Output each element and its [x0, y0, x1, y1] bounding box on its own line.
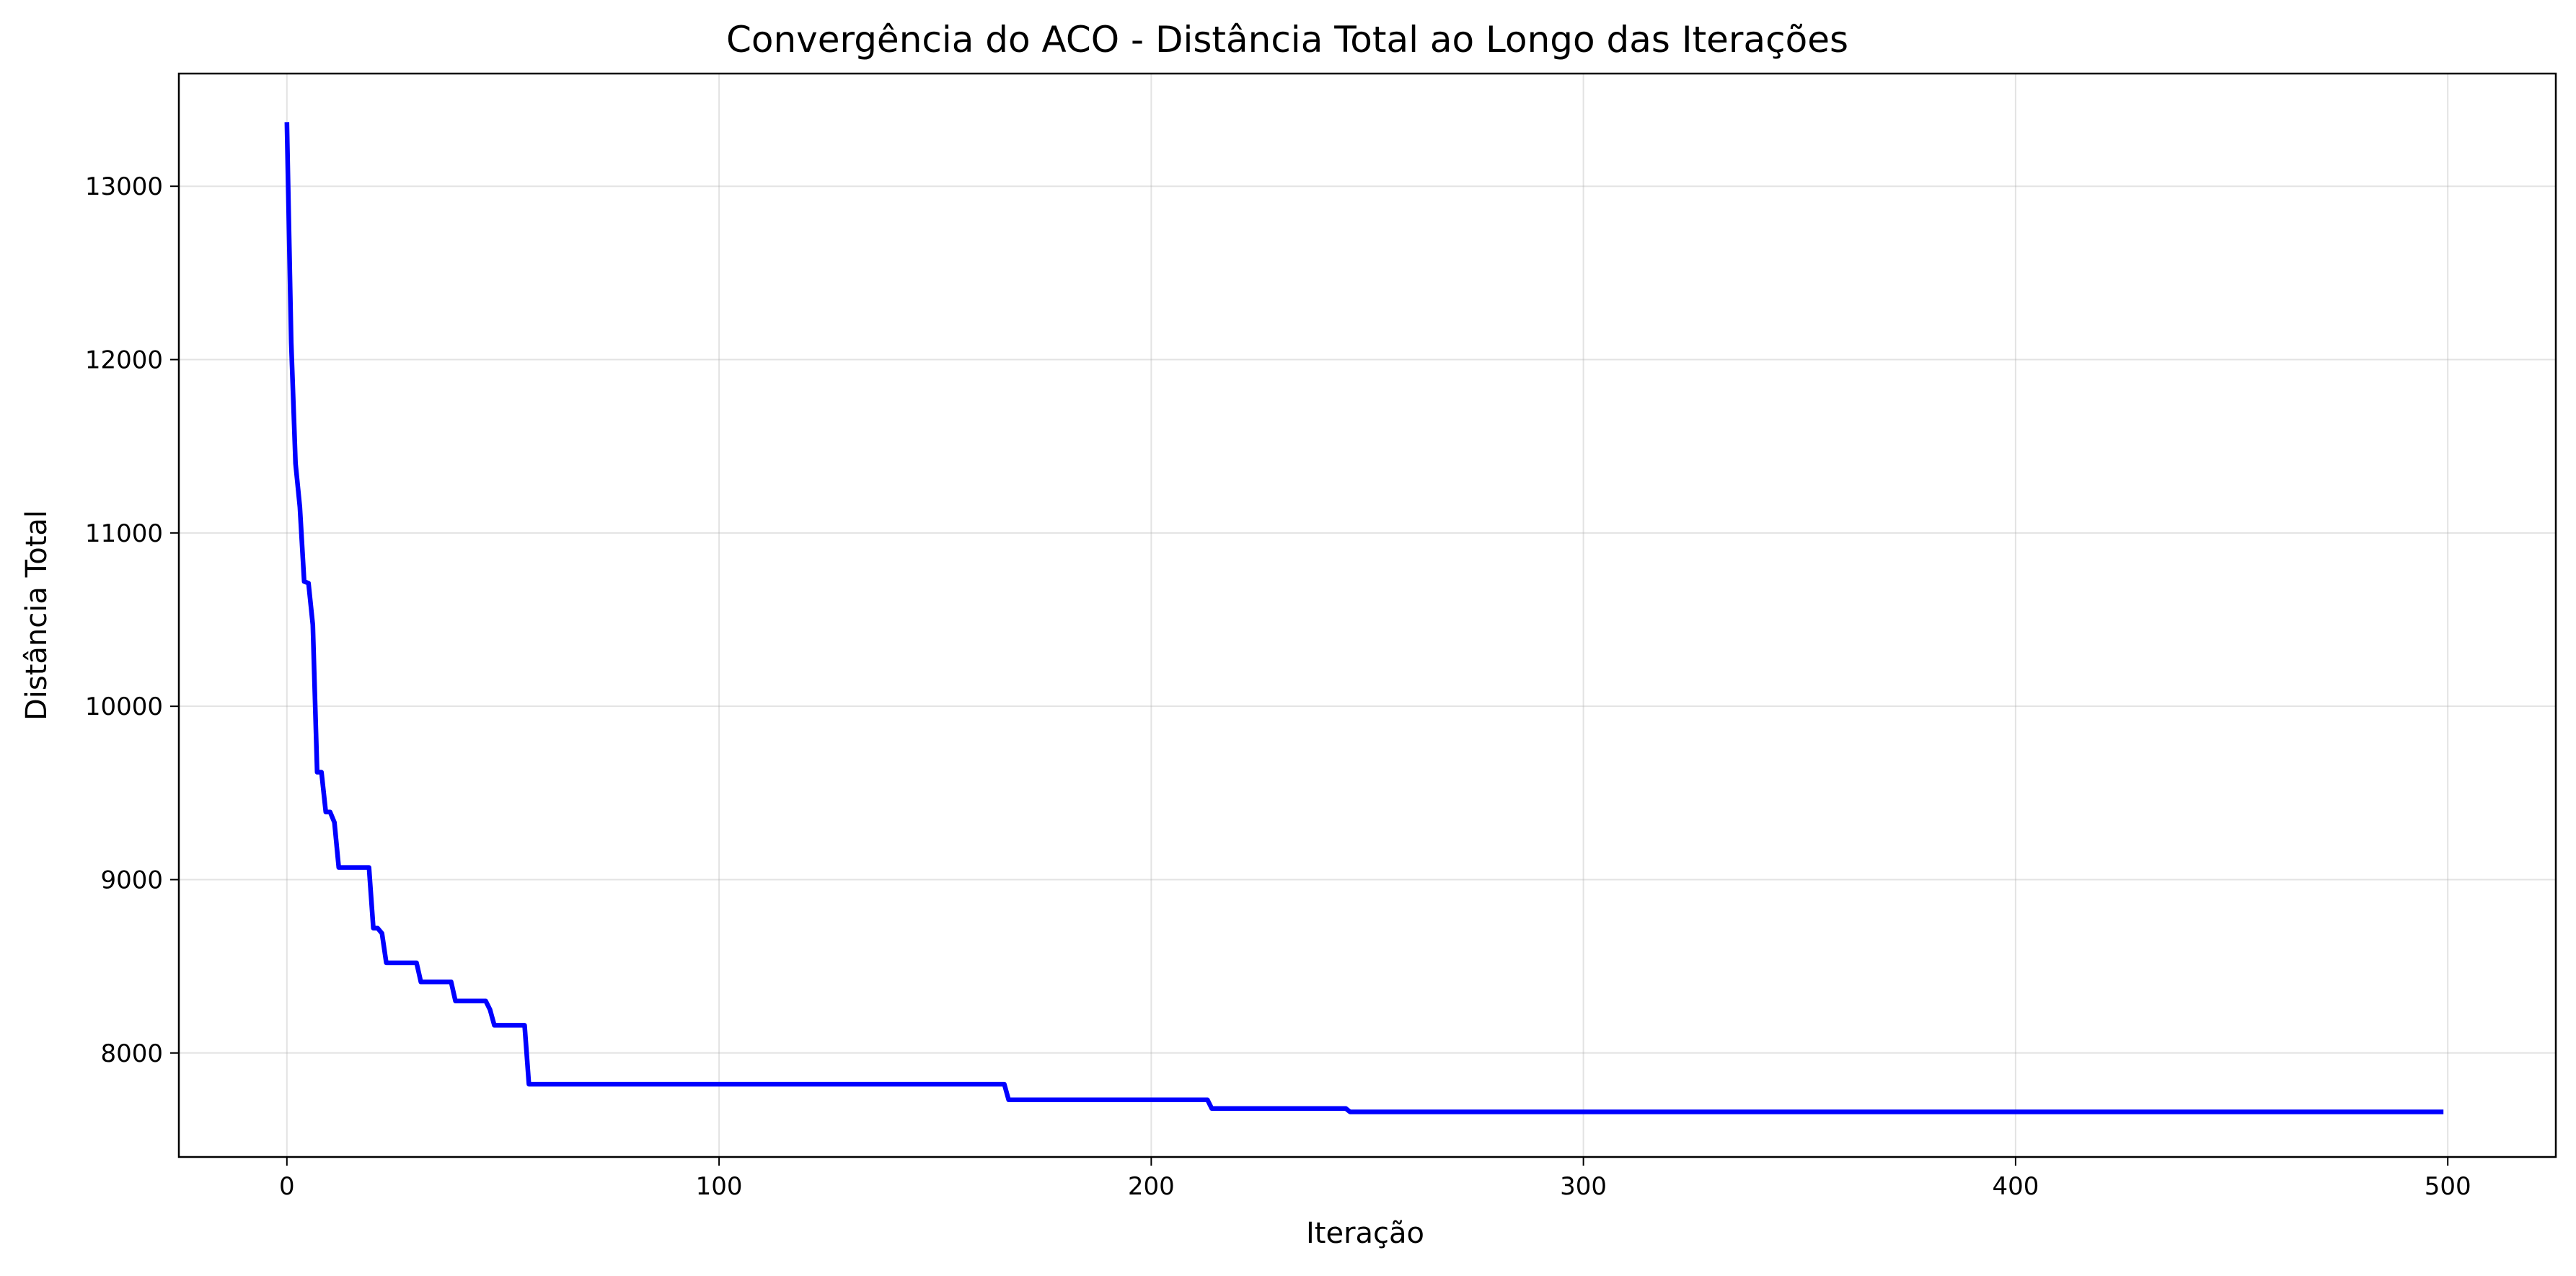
y-axis-label: Distância Total	[20, 510, 53, 721]
y-tick-label: 12000	[85, 346, 163, 375]
series-layer	[284, 122, 2444, 1114]
x-tick-label: 400	[1992, 1172, 2039, 1201]
x-tick-label: 300	[1560, 1172, 1607, 1201]
y-tick-label: 10000	[85, 692, 163, 721]
y-tick-label: 11000	[85, 519, 163, 548]
chart-title: Convergência do ACO - Distância Total ao…	[726, 19, 1848, 61]
x-tick-label: 200	[1128, 1172, 1175, 1201]
grid-lines	[179, 74, 2556, 1157]
y-tick-label: 8000	[100, 1039, 163, 1068]
distance-series-line	[284, 122, 2444, 1114]
x-axis-label: Iteração	[1306, 1217, 1424, 1250]
y-tick-label: 9000	[100, 866, 163, 894]
y-axis-ticks: 8000 9000 10000 11000 12000 13000	[85, 172, 179, 1068]
x-tick-label: 100	[696, 1172, 743, 1201]
x-tick-label: 0	[279, 1172, 295, 1201]
y-tick-label: 13000	[85, 172, 163, 201]
x-tick-label: 500	[2425, 1172, 2471, 1201]
x-axis-ticks: 0 100 200 300 400 500	[279, 1157, 2471, 1201]
plot-frame	[177, 72, 2557, 1158]
